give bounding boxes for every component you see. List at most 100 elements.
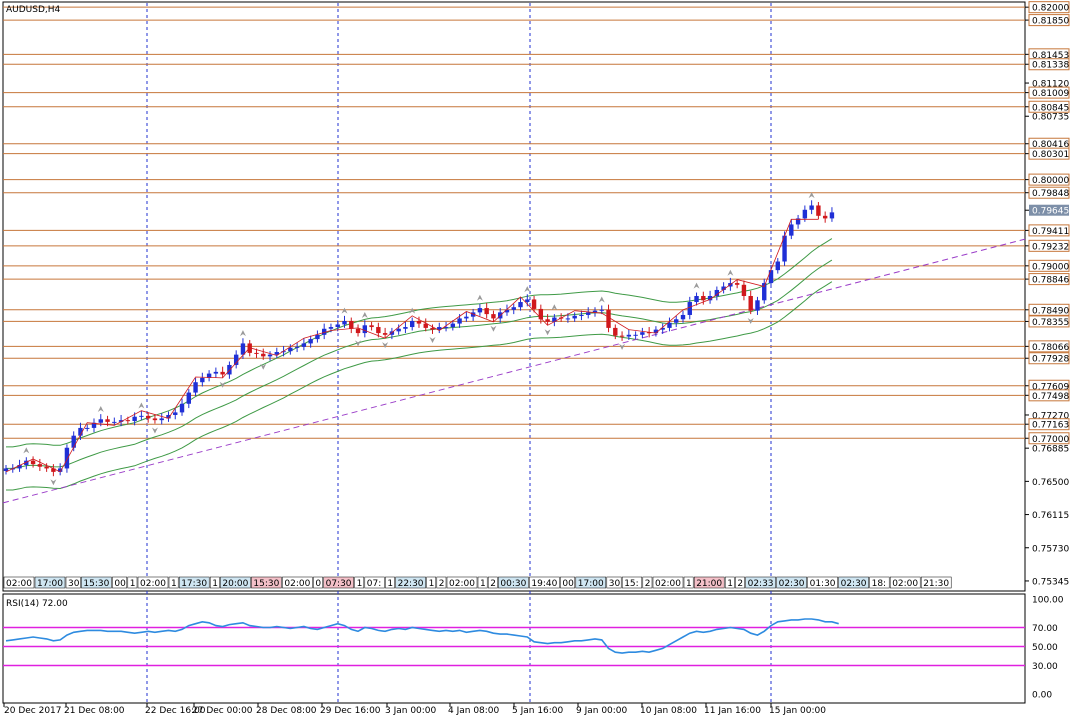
candle[interactable] bbox=[721, 282, 726, 294]
candle[interactable] bbox=[816, 202, 821, 220]
candle[interactable] bbox=[382, 327, 388, 339]
time-box[interactable]: 02:30 bbox=[776, 576, 807, 589]
candle[interactable] bbox=[748, 290, 753, 315]
candle[interactable] bbox=[423, 318, 428, 332]
candle[interactable] bbox=[667, 317, 672, 332]
candle[interactable] bbox=[701, 291, 706, 305]
candle[interactable] bbox=[396, 324, 401, 335]
time-box[interactable]: 1 bbox=[683, 576, 694, 589]
candle[interactable] bbox=[51, 464, 56, 477]
candle[interactable] bbox=[545, 314, 550, 326]
candle[interactable] bbox=[680, 310, 686, 323]
time-box[interactable]: 02:00 bbox=[889, 576, 921, 589]
candle[interactable] bbox=[518, 297, 523, 311]
candle[interactable] bbox=[416, 316, 422, 328]
time-box[interactable]: 1 bbox=[127, 576, 138, 589]
candle[interactable] bbox=[308, 335, 313, 348]
candle[interactable] bbox=[355, 324, 361, 337]
candle[interactable] bbox=[755, 296, 760, 315]
candle[interactable] bbox=[301, 338, 307, 351]
candle[interactable] bbox=[349, 317, 354, 334]
candle[interactable] bbox=[619, 331, 625, 341]
candle[interactable] bbox=[342, 315, 347, 328]
time-box[interactable]: 2 bbox=[735, 576, 745, 589]
time-box[interactable]: 18: bbox=[869, 576, 890, 589]
candle[interactable] bbox=[660, 323, 665, 334]
candle[interactable] bbox=[44, 463, 49, 472]
candle[interactable] bbox=[78, 422, 83, 440]
candle[interactable] bbox=[633, 331, 638, 340]
candle[interactable] bbox=[640, 327, 645, 339]
time-box[interactable]: 17:00 bbox=[34, 576, 66, 589]
time-box[interactable]: 17:30 bbox=[178, 576, 210, 589]
time-box[interactable]: 22:30 bbox=[395, 576, 426, 589]
time-box[interactable]: 1 bbox=[426, 576, 437, 589]
candle[interactable] bbox=[552, 314, 557, 327]
candle[interactable] bbox=[531, 296, 537, 313]
time-box[interactable]: 02:00 bbox=[282, 576, 313, 589]
trend-line[interactable] bbox=[2, 238, 1026, 504]
candle[interactable] bbox=[139, 410, 144, 421]
candle[interactable] bbox=[477, 303, 483, 316]
candle[interactable] bbox=[464, 311, 469, 322]
candle[interactable] bbox=[30, 456, 36, 468]
time-box[interactable]: 02:00 bbox=[652, 576, 684, 589]
time-box[interactable]: 02:00 bbox=[446, 576, 478, 589]
time-box[interactable]: 1 bbox=[477, 576, 488, 589]
candle[interactable] bbox=[626, 329, 632, 340]
time-box[interactable]: 1 bbox=[168, 576, 179, 589]
candle[interactable] bbox=[200, 372, 205, 387]
candle[interactable] bbox=[437, 322, 442, 334]
candle[interactable] bbox=[565, 313, 571, 323]
candle[interactable] bbox=[362, 320, 368, 338]
candle[interactable] bbox=[430, 324, 435, 334]
candle[interactable] bbox=[166, 411, 171, 422]
candle[interactable] bbox=[484, 302, 489, 319]
candle[interactable] bbox=[91, 418, 97, 433]
candle[interactable] bbox=[613, 324, 618, 340]
time-box[interactable]: 1 bbox=[354, 576, 365, 589]
time-box[interactable]: 0 bbox=[313, 576, 323, 589]
candle[interactable] bbox=[403, 321, 408, 334]
candle[interactable] bbox=[822, 211, 828, 223]
candle[interactable] bbox=[57, 463, 63, 476]
candle[interactable] bbox=[809, 200, 814, 215]
candle[interactable] bbox=[789, 219, 794, 240]
candle[interactable] bbox=[37, 458, 43, 472]
candle[interactable] bbox=[112, 417, 117, 426]
time-box[interactable]: 17:00 bbox=[575, 576, 607, 589]
candle[interactable] bbox=[118, 414, 124, 427]
candle[interactable] bbox=[369, 321, 374, 331]
candle[interactable] bbox=[504, 304, 510, 316]
time-box[interactable]: 07:30 bbox=[323, 576, 354, 589]
time-box[interactable]: 21:30 bbox=[920, 576, 952, 589]
candle[interactable] bbox=[579, 310, 584, 321]
candle[interactable] bbox=[674, 315, 679, 328]
time-box[interactable]: 07: bbox=[364, 576, 385, 589]
time-box[interactable]: 02:30 bbox=[838, 576, 869, 589]
candle[interactable] bbox=[3, 464, 9, 475]
candle[interactable] bbox=[741, 280, 747, 301]
candle[interactable] bbox=[586, 307, 591, 319]
candle[interactable] bbox=[376, 322, 381, 338]
time-box[interactable]: 2 bbox=[642, 576, 653, 589]
candle[interactable] bbox=[213, 367, 219, 378]
time-box[interactable]: 15:30 bbox=[81, 576, 112, 589]
time-box[interactable]: 30 bbox=[606, 576, 622, 589]
candle[interactable] bbox=[592, 307, 598, 317]
candle[interactable] bbox=[606, 304, 611, 333]
time-box[interactable]: 00 bbox=[112, 576, 128, 589]
candle[interactable] bbox=[687, 296, 692, 320]
time-box[interactable]: 2 bbox=[436, 576, 447, 589]
candle[interactable] bbox=[653, 326, 659, 337]
candle[interactable] bbox=[294, 342, 300, 353]
candle[interactable] bbox=[206, 370, 212, 382]
candle[interactable] bbox=[193, 377, 198, 397]
candle[interactable] bbox=[267, 351, 273, 361]
candle[interactable] bbox=[233, 350, 239, 369]
candle[interactable] bbox=[470, 308, 476, 322]
candle[interactable] bbox=[145, 412, 151, 423]
time-box[interactable]: 30 bbox=[65, 576, 81, 589]
candle[interactable] bbox=[220, 366, 225, 378]
time-box[interactable]: 1 bbox=[724, 576, 735, 589]
